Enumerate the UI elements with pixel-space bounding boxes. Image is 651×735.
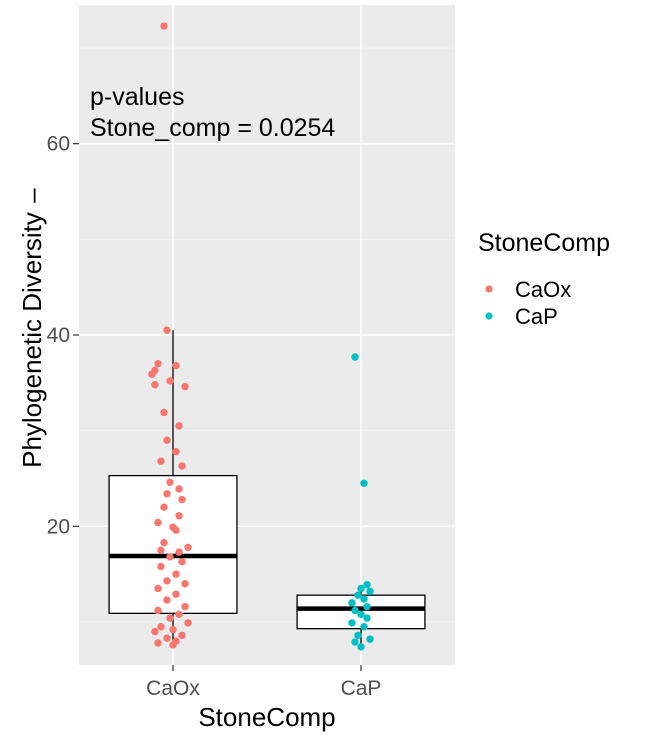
data-point-caox <box>157 546 165 554</box>
data-point-caox <box>172 361 180 370</box>
data-point-caox <box>181 579 189 588</box>
y-axis: 20 40 60 <box>47 133 79 538</box>
data-point-caox <box>157 562 165 571</box>
data-point-caox <box>169 625 177 634</box>
data-point-cap <box>348 619 356 627</box>
legend-label-caox: CaOx <box>515 277 571 302</box>
data-point-cap <box>360 595 368 603</box>
legend-title: StoneComp <box>478 229 610 257</box>
data-point-caox <box>166 614 174 622</box>
data-point-caox <box>172 590 180 598</box>
data-point-caox <box>154 518 162 527</box>
y-tick-label: 40 <box>47 324 70 347</box>
data-point-caox <box>184 543 192 552</box>
data-point-cap <box>357 610 365 619</box>
annotation-line-2: Stone_comp = 0.0254 <box>90 114 335 142</box>
data-point-cap <box>366 635 374 643</box>
data-point-caox <box>166 377 174 385</box>
y-axis-title-text: Phylogenetic Diversity <box>17 212 47 468</box>
legend-entry-cap: CaP <box>485 304 558 329</box>
data-point-caox <box>154 639 162 647</box>
data-point-caox <box>154 359 162 368</box>
data-point-cap <box>354 591 362 599</box>
legend-label-cap: CaP <box>515 304 558 329</box>
x-axis: CaOx CaP <box>146 665 381 700</box>
data-point-cap <box>351 606 359 615</box>
data-points <box>148 22 374 651</box>
box-caox <box>108 474 238 614</box>
data-point-caox <box>163 326 171 334</box>
data-point-caox <box>172 526 180 534</box>
x-tick-label-caox: CaOx <box>146 677 200 700</box>
data-point-cap <box>363 580 371 589</box>
data-point-cap <box>354 631 362 640</box>
legend: StoneComp CaOx CaP <box>478 229 610 329</box>
data-point-cap <box>351 638 359 646</box>
data-point-caox <box>163 577 171 585</box>
data-point-caox <box>157 623 165 631</box>
y-axis-title-prefix: – <box>17 188 47 203</box>
data-point-cap <box>348 599 356 607</box>
data-point-caox <box>160 22 168 30</box>
data-point-caox <box>157 457 165 465</box>
data-point-cap <box>363 602 371 611</box>
data-point-caox <box>178 462 186 470</box>
data-point-caox <box>148 370 156 378</box>
grid <box>79 5 455 665</box>
data-point-caox <box>178 631 186 640</box>
data-point-caox <box>178 557 186 566</box>
data-point-caox <box>169 641 177 649</box>
data-point-caox <box>163 436 171 444</box>
data-point-caox <box>172 570 180 578</box>
data-point-caox <box>172 447 180 456</box>
data-point-caox <box>151 627 159 636</box>
annotation-line-1: p-values <box>90 83 185 111</box>
data-point-caox <box>175 512 183 520</box>
legend-key-cap <box>485 312 493 320</box>
data-point-caox <box>163 490 171 498</box>
data-point-caox <box>175 485 183 493</box>
legend-entry-caox: CaOx <box>485 277 571 302</box>
data-point-caox <box>151 381 159 389</box>
data-point-caox <box>175 610 183 619</box>
data-point-caox <box>163 634 171 642</box>
data-point-cap <box>351 353 359 361</box>
y-tick-label: 20 <box>47 515 70 538</box>
data-point-cap <box>357 643 365 651</box>
data-point-caox <box>181 602 189 611</box>
data-point-caox <box>160 408 168 417</box>
legend-key-caox <box>485 285 493 293</box>
data-point-caox <box>175 548 183 556</box>
data-point-caox <box>178 495 186 504</box>
y-tick-label: 60 <box>47 133 70 156</box>
data-point-cap <box>360 623 368 631</box>
data-point-cap <box>357 584 365 593</box>
data-point-caox <box>160 538 168 547</box>
x-axis-title: StoneComp <box>198 702 335 732</box>
data-point-cap <box>360 479 368 487</box>
data-point-caox <box>166 478 174 487</box>
data-point-caox <box>175 422 183 430</box>
data-point-cap <box>363 614 371 622</box>
data-point-caox <box>160 503 168 511</box>
data-point-caox <box>154 606 162 615</box>
data-point-caox <box>154 584 162 593</box>
data-point-cap <box>366 587 374 596</box>
x-tick-label-cap: CaP <box>341 677 382 700</box>
data-point-caox <box>166 553 174 561</box>
y-axis-title: – Phylogenetic Diversity <box>17 181 47 468</box>
data-point-caox <box>163 596 171 604</box>
data-point-caox <box>181 382 189 391</box>
data-point-caox <box>184 619 192 627</box>
